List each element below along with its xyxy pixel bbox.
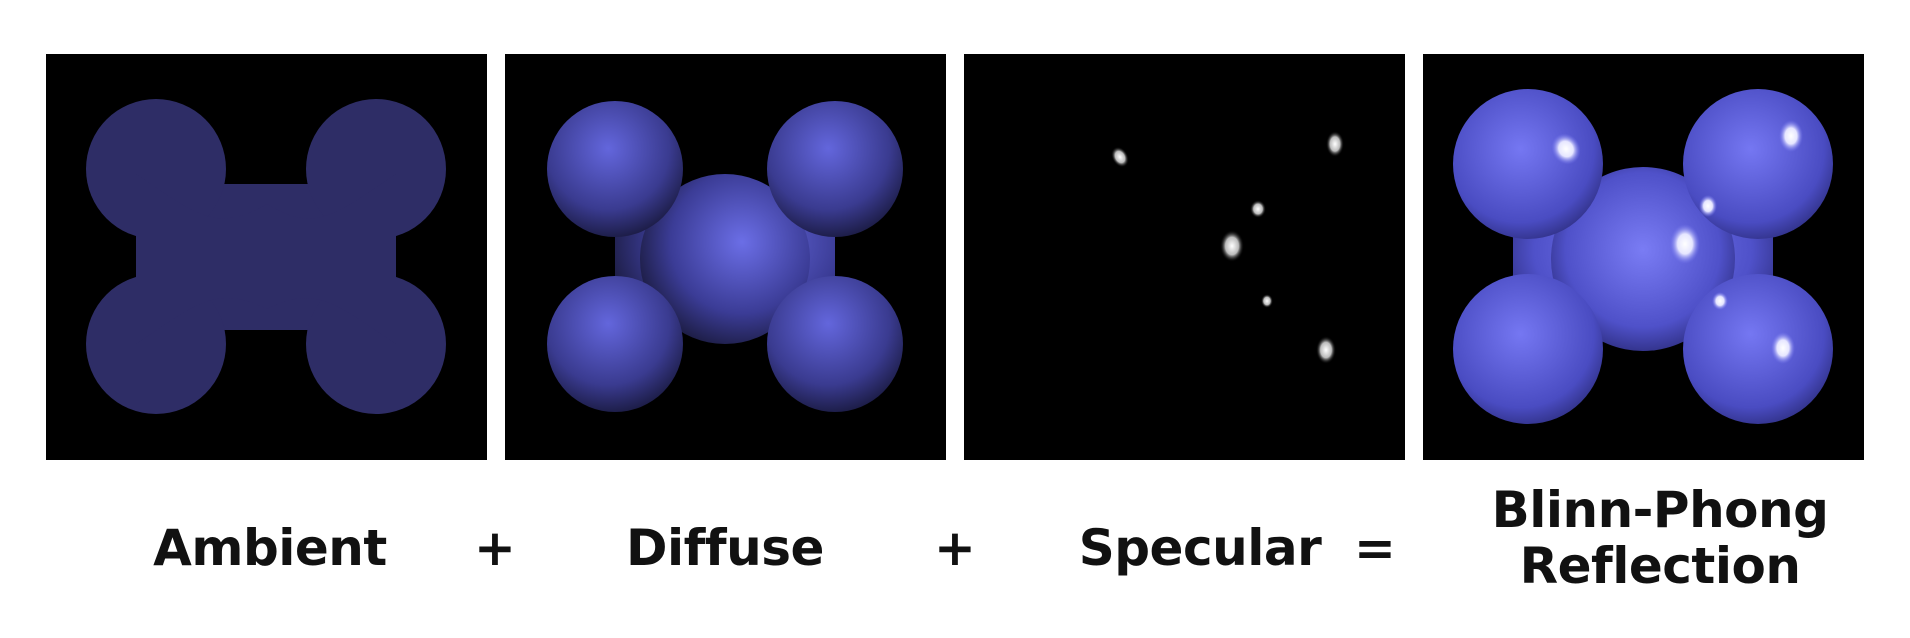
diffuse-shape [547, 101, 903, 412]
blinn-phong-panel [1423, 54, 1864, 460]
specular-highlights [1111, 131, 1344, 364]
blinn-phong-label: Blinn-Phong Reflection [1430, 482, 1890, 594]
plus-operator-2: + [934, 519, 976, 577]
ambient-panel [46, 54, 487, 460]
specular-label: Specular [1078, 519, 1322, 577]
blinn-phong-shape [1453, 89, 1833, 424]
ambient-label: Ambient [153, 519, 387, 577]
diffuse-shape-image [547, 101, 903, 412]
diffuse-panel [505, 54, 946, 460]
blinn-phong-label-line1: Blinn-Phong [1491, 481, 1829, 539]
specular-panel [964, 54, 1405, 460]
blinn-phong-label-line2: Reflection [1519, 537, 1801, 595]
equals-operator: = [1354, 519, 1396, 577]
plus-operator-1: + [474, 519, 516, 577]
diffuse-label: Diffuse [626, 519, 824, 577]
ambient-shape-image [86, 99, 446, 414]
blinn-phong-highlights [1551, 120, 1803, 364]
ambient-shape [86, 99, 446, 414]
blinn-phong-shape-image [1453, 89, 1833, 424]
specular-highlights-image [1111, 131, 1344, 364]
